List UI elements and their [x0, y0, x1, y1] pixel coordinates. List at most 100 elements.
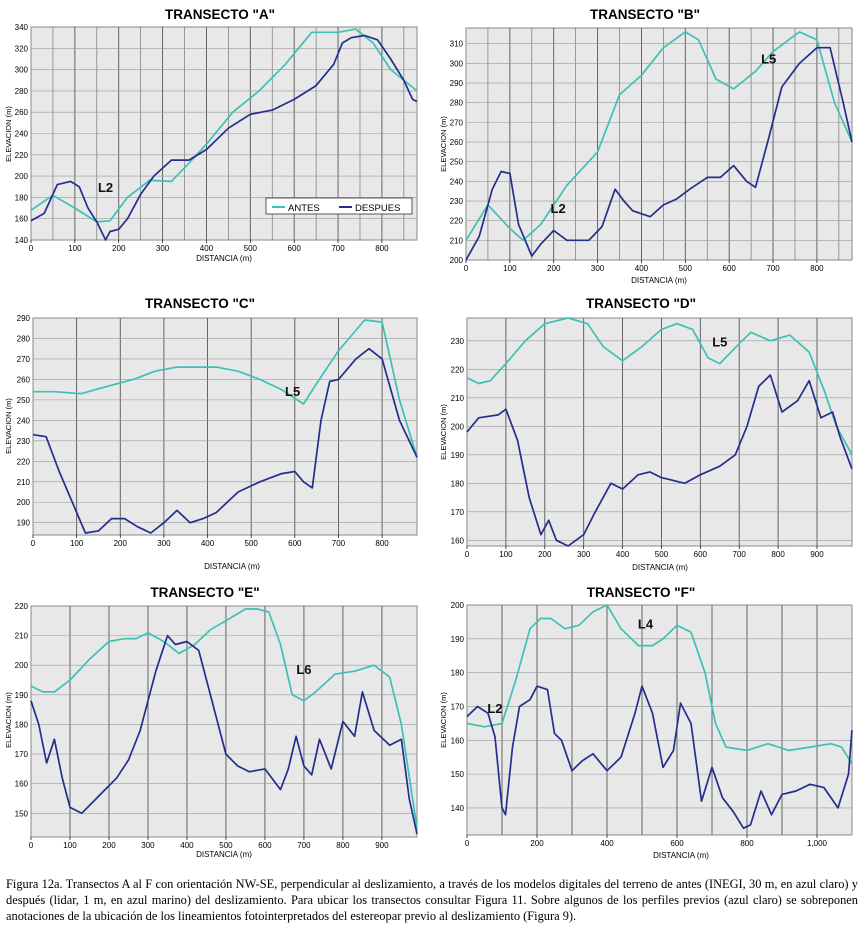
y-tick-label: 300: [15, 66, 29, 75]
y-tick-label: 170: [451, 508, 465, 517]
panel-transecto-a: TRANSECTO "A" 0 100 200 300 400 500 600 700 800 1…: [0, 0, 431, 290]
x-tick-label: 800: [375, 539, 389, 548]
x-tick-label: 300: [591, 264, 605, 273]
y-tick-label: 210: [17, 478, 31, 487]
x-tick-label: 400: [635, 264, 649, 273]
x-tick-label: 0: [465, 550, 470, 559]
lineament-label: L6: [296, 662, 311, 677]
x-tick-label: 400: [200, 244, 214, 253]
y-tick-label: 280: [15, 87, 29, 96]
x-tick-label: 600: [288, 244, 302, 253]
x-tick-label: 100: [63, 841, 77, 850]
series-line-antes: [30, 608, 418, 829]
y-tick-label: 310: [450, 40, 464, 49]
chart-title: TRANSECTO "C": [145, 296, 255, 311]
x-tick-label: 600: [670, 839, 684, 848]
x-tick-label: 0: [31, 539, 36, 548]
y-tick-label: 340: [15, 23, 29, 32]
x-tick-label: 200: [538, 550, 552, 559]
chart-title: TRANSECTO "A": [165, 7, 275, 22]
x-axis-label: DISTANCIA (m): [204, 562, 260, 571]
x-tick-label: 800: [771, 550, 785, 559]
y-tick-label: 170: [15, 750, 29, 759]
y-tick-label: 220: [450, 217, 464, 226]
y-tick-label: 160: [451, 736, 465, 745]
x-tick-label: 200: [102, 841, 116, 850]
y-tick-label: 260: [450, 138, 464, 147]
lineament-label: L2: [551, 201, 566, 216]
y-tick-label: 170: [451, 702, 465, 711]
series-line-despues: [32, 347, 418, 534]
lineament-label: L5: [761, 51, 776, 66]
legend-despues-label: DESPUES: [355, 203, 400, 214]
y-tick-label: 140: [451, 804, 465, 813]
x-tick-label: 100: [499, 550, 513, 559]
legend-antes-label: ANTES: [288, 203, 320, 214]
x-tick-label: 300: [141, 841, 155, 850]
x-axis-label: DISTANCIA (m): [653, 851, 709, 860]
y-tick-label: 270: [17, 355, 31, 364]
x-tick-label: 300: [577, 550, 591, 559]
x-tick-label: 700: [733, 550, 747, 559]
y-tick-label: 240: [17, 416, 31, 425]
chart-title: TRANSECTO "B": [590, 7, 700, 22]
y-tick-label: 140: [15, 236, 29, 245]
x-tick-label: 0: [464, 264, 469, 273]
legend: ANTES DESPUES: [265, 197, 413, 215]
x-tick-label: 800: [375, 244, 389, 253]
y-axis-label: ELEVACION (m): [439, 404, 448, 460]
y-tick-label: 280: [450, 99, 464, 108]
y-axis-label: ELEVACION (m): [4, 106, 13, 162]
panel-transecto-f: TRANSECTO "F" 0 200 400 600 800 1,000 140 150 16…: [431, 580, 862, 870]
y-tick-label: 290: [450, 79, 464, 88]
x-tick-label: 600: [694, 550, 708, 559]
y-tick-label: 220: [17, 457, 31, 466]
series-line-despues: [30, 634, 418, 835]
chart-transecto-b: TRANSECTO "B" 0 100 200 300 400 500 600 700 800 2…: [439, 7, 853, 285]
y-tick-label: 180: [451, 479, 465, 488]
chart-transecto-e: TRANSECTO "E" 0 100 200 300 400 500 600 700 800 9…: [4, 585, 418, 859]
y-tick-label: 200: [450, 256, 464, 265]
chart-title: TRANSECTO "F": [587, 585, 696, 600]
y-tick-label: 190: [451, 451, 465, 460]
y-tick-label: 220: [15, 602, 29, 611]
series-line-despues: [30, 34, 418, 241]
panel-transecto-b: TRANSECTO "B" 0 100 200 300 400 500 600 700 800 2…: [431, 0, 862, 290]
x-axis-label: DISTANCIA (m): [632, 563, 688, 572]
y-tick-label: 200: [451, 601, 465, 610]
figure-caption: Figura 12a. Transectos A al F con orient…: [6, 877, 858, 923]
y-tick-label: 160: [15, 215, 29, 224]
x-tick-label: 500: [244, 244, 258, 253]
plot-area: [465, 27, 853, 261]
plot-area: [30, 605, 418, 838]
chart-transecto-c: TRANSECTO "C" 0 100 200 300 400 500 600 700 800 1…: [4, 296, 418, 571]
series-line-antes: [466, 317, 853, 456]
series-line-despues: [466, 685, 853, 830]
panel-transecto-d: TRANSECTO "D" 0 100 200 300 400 500 600 700 800 9…: [431, 290, 862, 580]
x-tick-label: 400: [600, 839, 614, 848]
x-axis-label: DISTANCIA (m): [631, 276, 687, 285]
x-tick-label: 500: [245, 539, 259, 548]
series-line-antes: [465, 31, 853, 242]
x-tick-label: 200: [114, 539, 128, 548]
y-tick-label: 280: [17, 334, 31, 343]
lineament-label: L4: [638, 617, 654, 632]
x-tick-label: 0: [465, 839, 470, 848]
y-axis-label: ELEVACION (m): [4, 692, 13, 748]
x-tick-label: 600: [723, 264, 737, 273]
y-tick-label: 240: [15, 130, 29, 139]
y-tick-label: 220: [15, 151, 29, 160]
y-tick-label: 210: [15, 632, 29, 641]
x-tick-label: 700: [331, 244, 345, 253]
y-axis-label: ELEVACION (m): [4, 398, 13, 454]
x-tick-label: 0: [29, 841, 34, 850]
y-tick-label: 290: [17, 314, 31, 323]
x-tick-label: 200: [547, 264, 561, 273]
y-tick-label: 250: [17, 396, 31, 405]
y-tick-label: 160: [15, 780, 29, 789]
x-tick-label: 800: [740, 839, 754, 848]
chart-title: TRANSECTO "D": [586, 296, 696, 311]
x-tick-label: 700: [332, 539, 346, 548]
chart-transecto-d: TRANSECTO "D" 0 100 200 300 400 500 600 700 800 9…: [439, 296, 853, 572]
y-tick-label: 320: [15, 44, 29, 53]
